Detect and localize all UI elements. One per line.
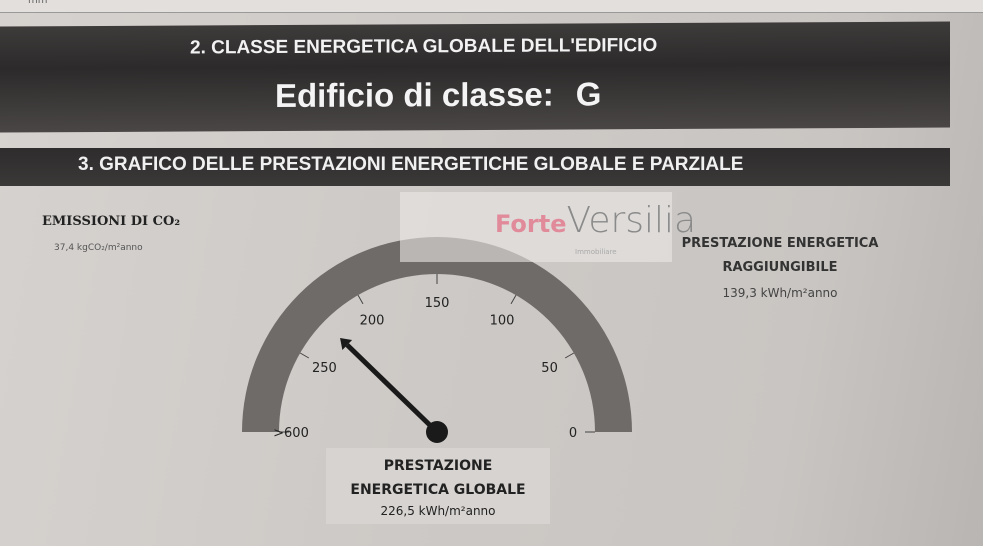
co2-emissions: EMISSIONI DI CO₂ 37,4 kgCO₂/m²anno [42, 214, 180, 253]
achievable-performance: PRESTAZIONE ENERGETICA RAGGIUNGIBILE 139… [655, 232, 905, 300]
global-performance: PRESTAZIONE ENERGETICA GLOBALE 226,5 kWh/… [326, 448, 550, 524]
gauge-tick [564, 352, 575, 359]
co2-value: 37,4 kgCO₂/m²anno [54, 243, 143, 253]
co2-title: EMISSIONI DI CO₂ [42, 214, 181, 229]
gauge-needle [345, 343, 439, 434]
global-title-2: ENERGETICA GLOBALE [350, 482, 526, 498]
section-3-header: 3. GRAFICO DELLE PRESTAZIONI ENERGETICHE… [0, 148, 950, 186]
gauge-tick [299, 352, 310, 359]
global-title-1: PRESTAZIONE [383, 458, 493, 474]
achievable-value: 139,3 kWh/m²anno [722, 286, 838, 300]
gauge-tick-label: 200 [360, 313, 385, 328]
watermark-logo: ForteVersilia Immobiliare [400, 192, 696, 262]
needle-pivot [426, 421, 448, 443]
gauge-tick [510, 294, 517, 305]
watermark-brand-b: Versilia [566, 200, 697, 241]
gauge-tick-label: 250 [312, 361, 337, 376]
gauge-tick-label: 0 [569, 426, 577, 441]
table-fragment: mm [28, 0, 48, 6]
watermark-sub: Immobiliare [575, 248, 617, 256]
section-3-title: 3. GRAFICO DELLE PRESTAZIONI ENERGETICHE… [78, 154, 744, 175]
gauge-tick-label: 50 [541, 361, 558, 376]
gauge-arc [242, 237, 632, 432]
gauge-tick-label: >600 [273, 426, 309, 441]
gauge-tick-label: 150 [425, 296, 450, 311]
watermark-brand-a: Forte [495, 210, 567, 238]
gauge-tick [357, 294, 364, 305]
achievable-title-2: RAGGIUNGIBILE [722, 260, 838, 275]
global-value: 226,5 kWh/m²anno [380, 504, 496, 518]
previous-table-strip: mm [0, 0, 983, 13]
needle-arrowhead [340, 338, 353, 351]
gauge-tick-label: 100 [490, 313, 515, 328]
achievable-title-1: PRESTAZIONE ENERGETICA [681, 236, 879, 251]
